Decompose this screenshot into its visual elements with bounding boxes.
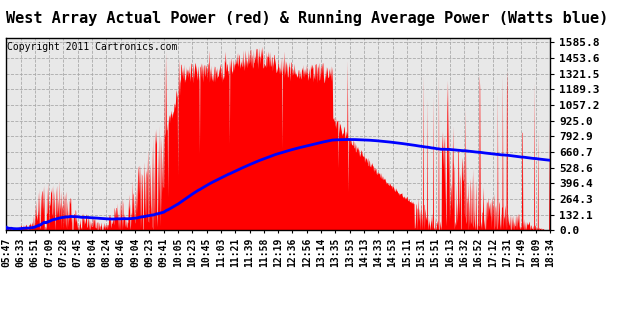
Text: Copyright 2011 Cartronics.com: Copyright 2011 Cartronics.com	[8, 42, 177, 52]
Text: West Array Actual Power (red) & Running Average Power (Watts blue)  Sun May 22 1: West Array Actual Power (red) & Running …	[6, 10, 625, 26]
